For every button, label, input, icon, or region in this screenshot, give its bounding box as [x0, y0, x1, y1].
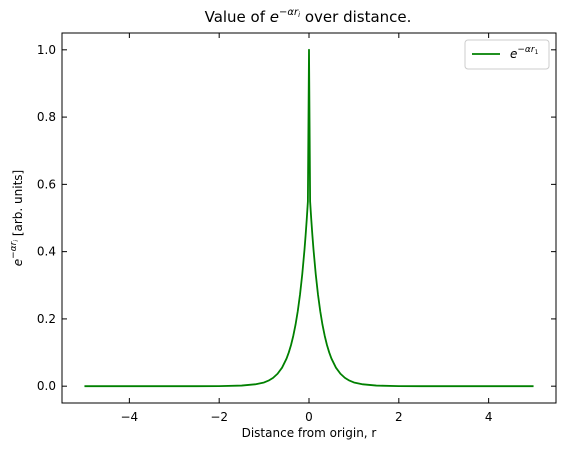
x-axis-label: Distance from origin, r	[242, 426, 377, 440]
chart-title-base: e	[270, 8, 279, 26]
x-tick-label: −2	[210, 410, 228, 424]
x-tick-label: 4	[485, 410, 493, 424]
y-axis-label-suffix: [arb. units]	[11, 170, 25, 240]
legend-label-series-1: e−αr1	[510, 45, 539, 61]
series-group	[84, 48, 534, 388]
y-tick-label: 0.2	[37, 312, 56, 326]
y-axis-label-exponent-sub: i	[13, 240, 20, 242]
y-axis-ticks: 0.0 0.2 0.4 0.6 0.8 1.0	[37, 43, 556, 393]
legend-box	[464, 39, 550, 70]
legend-label-exponent-sub: 1	[535, 49, 539, 56]
x-tick-label: 2	[395, 410, 403, 424]
y-axis-label-exponent: −α	[9, 245, 19, 259]
x-tick-label: 0	[305, 410, 313, 424]
chart-title-prefix: Value of	[205, 8, 270, 26]
y-tick-label: 1.0	[37, 43, 56, 57]
y-axis-label-exponent-r: r	[9, 240, 19, 245]
legend-label-exponent-r: r	[531, 45, 536, 55]
chart-title-suffix: over distance.	[300, 8, 411, 26]
legend-label-exponent: −α	[517, 45, 531, 55]
y-tick-label: 0.6	[37, 177, 56, 191]
y-axis-label-base: e	[11, 259, 25, 266]
series-line-1	[84, 48, 534, 388]
chart-title-exponent: −α	[279, 7, 294, 18]
chart-title: Value of e−αri over distance.	[205, 7, 412, 26]
x-tick-label: −4	[121, 410, 139, 424]
chart-title-exponent-r: r	[294, 7, 299, 18]
legend-label-base: e	[510, 47, 517, 61]
y-tick-label: 0.0	[37, 379, 56, 393]
y-axis-label: e−αri [arb. units]	[9, 170, 25, 266]
legend: e−αr1	[464, 39, 550, 70]
x-axis-ticks: −4 −2 0 2 4	[121, 33, 493, 424]
y-tick-label: 0.8	[37, 110, 56, 124]
y-tick-label: 0.4	[37, 245, 56, 259]
chart-title-exponent-sub: i	[298, 11, 300, 19]
